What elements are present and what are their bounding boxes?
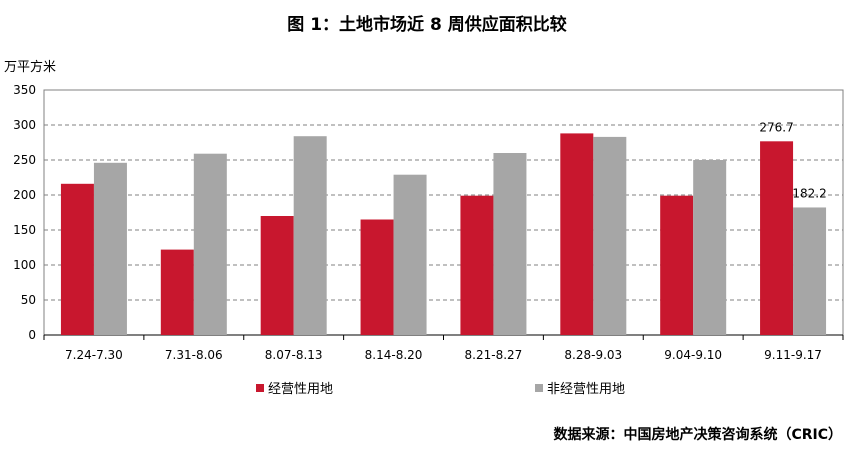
x-tick-label: 9.04-9.10 xyxy=(664,348,722,362)
x-tick-label: 8.14-8.20 xyxy=(365,348,423,362)
bar-noncommercial xyxy=(493,153,527,335)
y-tick-label: 200 xyxy=(13,188,36,202)
bar-noncommercial xyxy=(793,207,827,335)
bar-commercial xyxy=(60,183,94,335)
bar-noncommercial xyxy=(93,162,127,335)
y-tick-label: 300 xyxy=(13,118,36,132)
bar-commercial xyxy=(160,249,194,335)
bar-commercial xyxy=(360,219,394,335)
chart-title: 图 1：土地市场近 8 周供应面积比较 xyxy=(287,15,567,35)
legend-swatch xyxy=(535,384,543,392)
x-tick-label: 9.11-9.17 xyxy=(764,348,822,362)
x-tick-label: 7.31-8.06 xyxy=(165,348,223,362)
source-note: 数据来源：中国房地产决策咨询系统（CRIC） xyxy=(553,427,842,443)
data-label: 182.2 xyxy=(792,186,826,200)
bar-noncommercial xyxy=(193,153,227,335)
data-label: 276.7 xyxy=(759,120,793,134)
y-tick-label: 250 xyxy=(13,153,36,167)
y-tick-label: 150 xyxy=(13,223,36,237)
y-tick-label: 0 xyxy=(28,328,36,342)
bar-commercial xyxy=(260,216,294,335)
y-tick-label: 100 xyxy=(13,258,36,272)
bar-noncommercial xyxy=(593,136,627,335)
legend-swatch xyxy=(256,384,264,392)
bar-noncommercial xyxy=(293,136,327,335)
bar-commercial xyxy=(460,195,494,335)
y-axis-unit: 万平方米 xyxy=(4,60,57,75)
bar-commercial xyxy=(760,141,794,335)
bar-commercial xyxy=(660,195,694,335)
bar-noncommercial xyxy=(393,174,427,335)
bar-noncommercial xyxy=(693,160,727,335)
legend-label: 非经营性用地 xyxy=(547,382,625,397)
y-tick-label: 50 xyxy=(21,293,36,307)
x-tick-label: 8.28-9.03 xyxy=(564,348,622,362)
x-tick-label: 8.07-8.13 xyxy=(265,348,323,362)
x-tick-label: 8.21-8.27 xyxy=(465,348,523,362)
bar-commercial xyxy=(560,133,594,335)
y-tick-label: 350 xyxy=(13,83,36,97)
x-tick-label: 7.24-7.30 xyxy=(65,348,123,362)
legend-label: 经营性用地 xyxy=(268,382,333,397)
